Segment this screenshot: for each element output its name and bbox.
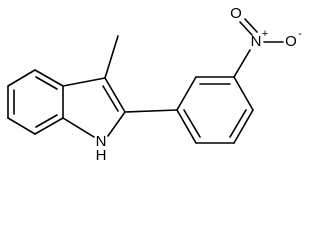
- bond: [239, 21, 253, 36]
- page: N + O O - N H (() => { const data = JSON…: [7, 4, 303, 164]
- bond: [176, 109, 197, 144]
- charge: -: [298, 28, 302, 40]
- bond: [62, 77, 106, 87]
- bond: [35, 76, 58, 90]
- bond: [34, 69, 64, 87]
- bond: [35, 114, 58, 128]
- bond: [102, 85, 119, 112]
- structure: N + O O - N H: [7, 5, 303, 164]
- bond: [104, 77, 126, 113]
- atom-label: N: [251, 33, 262, 50]
- bonds: [7, 18, 284, 144]
- bond: [176, 76, 197, 111]
- bond: [183, 109, 201, 138]
- charge: +: [262, 28, 268, 40]
- atom-label: N: [96, 133, 107, 150]
- bond: [7, 117, 36, 135]
- atom-labels: N + O O - N H: [96, 5, 303, 164]
- bond: [233, 76, 254, 111]
- bond: [34, 117, 64, 135]
- bond: [233, 109, 254, 144]
- bond: [124, 109, 178, 113]
- bond: [62, 117, 95, 138]
- bond: [244, 18, 258, 33]
- atom-label: O: [285, 33, 297, 50]
- bond: [233, 49, 251, 78]
- hydrogen: H: [96, 147, 107, 164]
- bond: [104, 35, 119, 79]
- bond: [107, 111, 126, 137]
- bond: [229, 109, 247, 138]
- atom-label: O: [230, 5, 242, 22]
- bond: [7, 69, 36, 87]
